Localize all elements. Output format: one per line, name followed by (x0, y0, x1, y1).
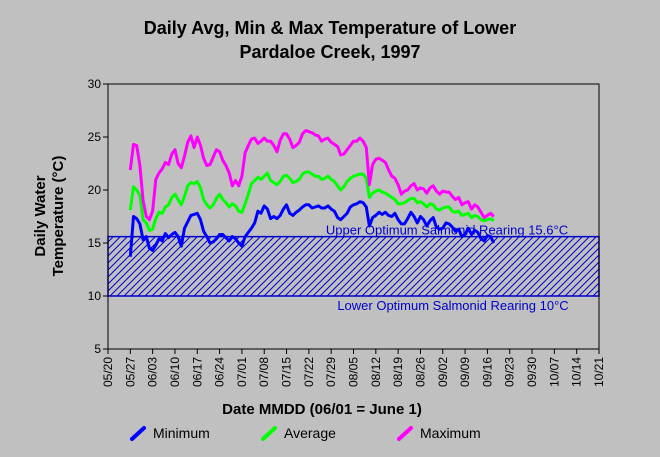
x-tick-label: 06/17 (190, 357, 204, 387)
x-tick-label: 10/21 (592, 357, 606, 387)
x-tick-label: 10/14 (570, 357, 584, 387)
x-tick-label: 08/05 (347, 357, 361, 387)
series-line-minimum (128, 200, 496, 257)
x-tick-label: 07/08 (257, 357, 271, 387)
x-tick-label: 08/19 (391, 357, 405, 387)
x-tick-label: 07/15 (280, 357, 294, 387)
x-tick-label: 06/10 (168, 357, 182, 387)
series-line-maximum (128, 129, 495, 222)
x-tick-label: 06/24 (213, 357, 227, 387)
lower-optimum-label: Lower Optimum Salmonid Rearing 10°C (337, 298, 568, 313)
chart-title-line2: Pardaloe Creek, 1997 (239, 42, 420, 62)
x-tick-label: 05/20 (101, 357, 115, 387)
y-tick-label: 20 (88, 183, 102, 197)
legend-label-minimum: Minimum (153, 425, 210, 441)
y-tick-label: 30 (88, 77, 102, 91)
legend-label-maximum: Maximum (420, 425, 481, 441)
y-tick-label: 25 (88, 130, 102, 144)
legend-label-average: Average (284, 425, 336, 441)
x-tick-label: 09/23 (503, 357, 517, 387)
x-tick-label: 06/03 (146, 357, 160, 387)
x-tick-label: 09/09 (458, 357, 472, 387)
x-axis-title: Date MMDD (06/01 = June 1) (222, 401, 422, 418)
y-axis-title-line1: Daily Water (32, 175, 49, 256)
x-tick-label: 05/27 (123, 357, 137, 387)
legend-swatch-minimum (130, 426, 146, 441)
x-tick-label: 09/30 (525, 357, 539, 387)
upper-optimum-label: Upper Optimum Salmonid Rearing 15.6°C (326, 223, 568, 238)
x-tick-label: 07/01 (235, 357, 249, 387)
y-tick-label: 10 (88, 289, 102, 303)
x-tick-label: 07/29 (324, 357, 338, 387)
y-tick-label: 15 (88, 236, 102, 250)
legend-swatch-maximum (397, 426, 413, 441)
y-axis: 5 10 15 20 25 30 (88, 77, 108, 356)
x-tick-label: 07/22 (302, 357, 316, 387)
x-tick-label: 10/07 (547, 357, 561, 387)
y-axis-title-line2: Temperature (°C) (50, 156, 67, 277)
chart-title-line1: Daily Avg, Min & Max Temperature of Lowe… (144, 18, 516, 38)
series-line-average (128, 170, 495, 232)
x-tick-label: 09/02 (436, 357, 450, 387)
legend: Minimum Average Maximum (130, 425, 481, 441)
y-tick-label: 5 (94, 342, 101, 356)
legend-swatch-average (261, 426, 277, 441)
x-axis: 05/20 05/27 06/03 06/10 06/17 06/24 07/01 07/08… (101, 349, 606, 387)
x-tick-label: 09/16 (480, 357, 494, 387)
series-layer (128, 129, 496, 257)
x-tick-label: 08/26 (413, 357, 427, 387)
x-tick-label: 08/12 (369, 357, 383, 387)
optimum-rearing-band (107, 235, 600, 297)
